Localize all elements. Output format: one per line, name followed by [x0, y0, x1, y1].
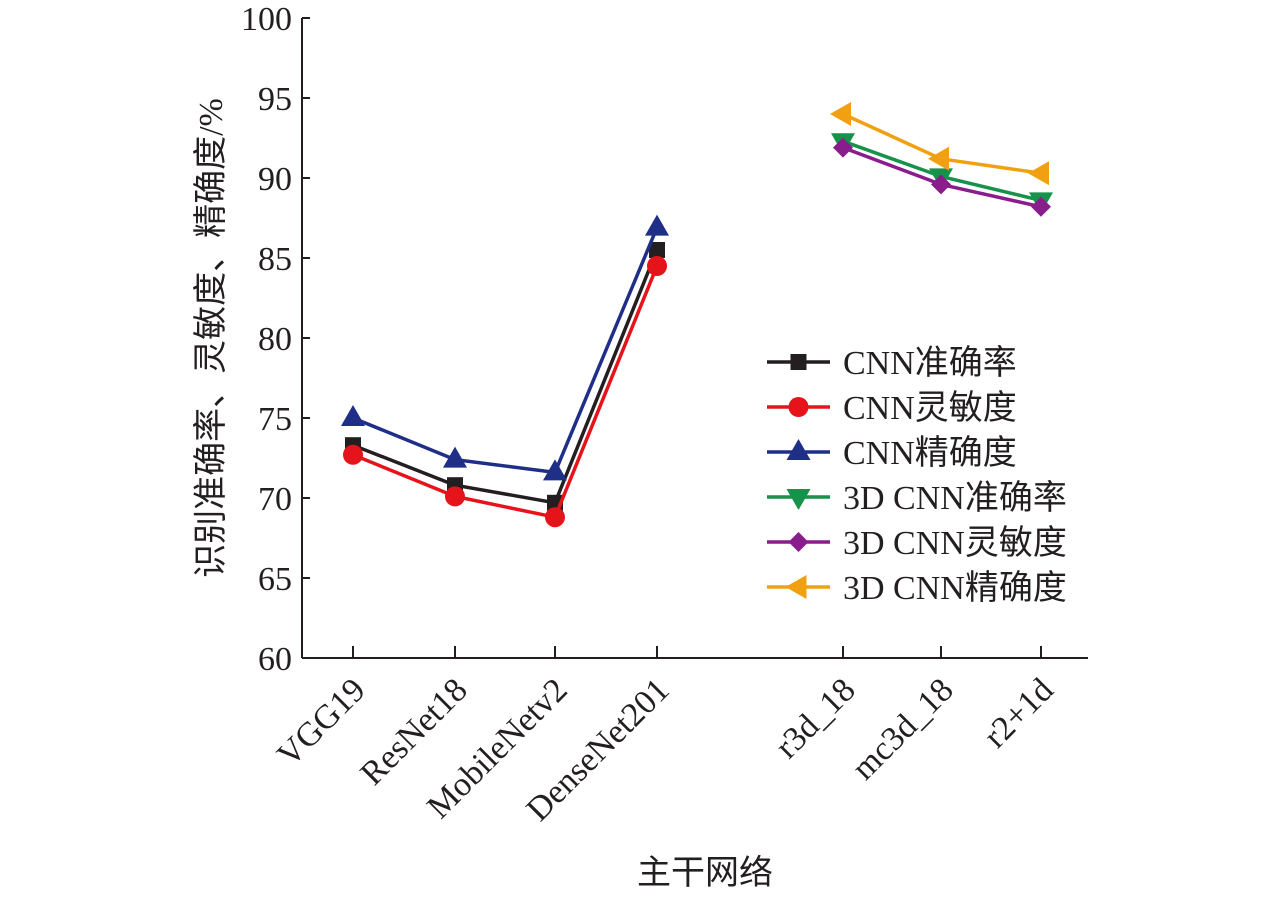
series-group [341, 214, 669, 481]
x-tick-label: VGG19 [270, 671, 372, 773]
legend-marker [786, 489, 811, 510]
data-point-marker [443, 446, 467, 468]
series-line [352, 249, 659, 505]
data-point-marker [341, 405, 365, 426]
data-point-marker [343, 444, 363, 465]
data-point-marker [649, 242, 665, 258]
legend-label: 3D CNN灵敏度 [843, 524, 1067, 562]
data-point-marker [545, 507, 565, 528]
series-line [352, 265, 659, 519]
x-axis-title: 主干网络 [637, 854, 773, 892]
data-point-marker [1031, 196, 1051, 217]
legend-label: 3D CNN准确率 [843, 479, 1067, 517]
y-tick-label: 70 [258, 481, 292, 518]
legend-item: 3D CNN精确度 [767, 569, 1067, 607]
data-point-marker [833, 137, 853, 158]
legend-marker [785, 575, 807, 599]
series-group [830, 102, 1049, 186]
y-tick-label: 65 [258, 561, 292, 598]
series-group [833, 137, 1051, 217]
legend-label: CNN准确率 [843, 344, 1017, 382]
legend-marker [790, 354, 807, 370]
data-point-marker [928, 146, 949, 171]
y-axis-title: 识别准确率、灵敏度、精确度/% [192, 98, 230, 578]
legend-label: CNN精确度 [843, 434, 1017, 472]
y-tick-label: 85 [258, 241, 292, 278]
y-tick-label: 100 [241, 1, 292, 38]
legend: CNN准确率 CNN灵敏度 CNN精确度 3D CNN准确率 3D CNN灵敏度 3D C… [767, 344, 1067, 607]
y-tick-label: 75 [258, 401, 292, 438]
data-point-marker [645, 214, 669, 236]
series-group [343, 256, 667, 528]
data-point-marker [830, 102, 851, 126]
legend-marker [788, 532, 809, 552]
legend-marker [786, 439, 811, 460]
data-point-marker [1028, 161, 1049, 186]
x-tick-label: r3d_18 [768, 671, 862, 765]
legend-marker [788, 397, 809, 417]
y-tick-label: 90 [258, 161, 292, 198]
legend-item: 3D CNN灵敏度 [767, 524, 1067, 562]
data-point-marker [543, 459, 567, 481]
y-tick-label: 95 [258, 81, 292, 118]
data-point-marker [445, 486, 465, 507]
data-point-marker [931, 174, 951, 195]
legend-item: CNN准确率 [767, 344, 1017, 382]
legend-item: CNN精确度 [767, 434, 1017, 472]
y-tick-label: 80 [258, 321, 292, 358]
series-layer [341, 102, 1053, 528]
x-tick-label: mc3d_18 [845, 671, 961, 787]
legend-item: 3D CNN准确率 [767, 479, 1067, 517]
legend-label: 3D CNN精确度 [843, 569, 1067, 607]
series-line [352, 226, 659, 475]
legend-label: CNN灵敏度 [843, 389, 1017, 427]
data-point-marker [647, 256, 667, 276]
x-tick-label: r2+1d [977, 671, 1061, 755]
y-tick-label: 60 [258, 641, 292, 678]
legend-item: CNN灵敏度 [767, 389, 1017, 427]
